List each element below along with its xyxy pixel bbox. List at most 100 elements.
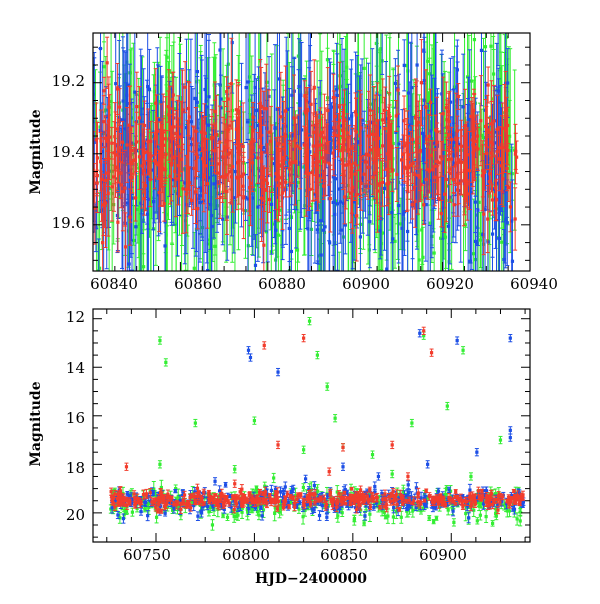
red-series-marker xyxy=(118,105,121,108)
green-series-marker xyxy=(233,271,236,274)
blue-series-marker xyxy=(462,105,465,108)
red-series-marker xyxy=(296,144,299,147)
green-series-marker xyxy=(318,27,321,30)
blue-series-marker xyxy=(290,94,293,97)
blue-series-marker xyxy=(328,241,331,244)
green-series-marker xyxy=(102,65,105,68)
green-series-marker xyxy=(165,305,168,308)
blue-series-marker xyxy=(270,203,273,206)
blue-series-marker xyxy=(416,63,419,66)
green-series-point xyxy=(362,16,366,122)
blue-series-marker xyxy=(429,300,432,303)
blue-series-marker xyxy=(122,99,125,102)
red-series-marker xyxy=(242,145,245,148)
green-series-marker xyxy=(338,74,341,77)
green-series-marker xyxy=(170,291,173,294)
top-panel: 60840 60860 60880 60900 60920 60940 19.2… xyxy=(28,0,558,389)
green-series-marker xyxy=(165,27,168,30)
blue-series-marker xyxy=(474,240,477,243)
red-series-marker xyxy=(486,217,489,220)
red-series-marker xyxy=(369,148,372,151)
red-series-marker xyxy=(313,86,316,89)
red-series-marker xyxy=(121,190,124,193)
red-series-marker xyxy=(143,124,146,127)
red-series-marker xyxy=(309,103,312,106)
blue-series-marker xyxy=(322,229,325,232)
blue-series-marker xyxy=(126,201,129,204)
blue-series-marker xyxy=(125,94,128,97)
blue-series-marker xyxy=(368,220,371,223)
blue-series-marker xyxy=(255,109,258,112)
blue-series-marker xyxy=(447,225,450,228)
red-series-marker xyxy=(123,187,126,190)
blue-series-marker xyxy=(397,142,400,145)
green-series-marker xyxy=(296,248,299,251)
blue-series-marker xyxy=(350,114,353,117)
blue-series-marker xyxy=(480,49,483,52)
green-series-marker xyxy=(142,265,145,268)
blue-series-marker xyxy=(309,291,312,294)
blue-series-point xyxy=(316,261,320,355)
green-series-marker xyxy=(489,45,492,48)
blue-series-marker xyxy=(328,125,331,128)
blue-series-marker xyxy=(469,260,472,263)
green-series-marker xyxy=(433,251,436,254)
blue-series-marker xyxy=(273,162,276,165)
red-series-marker xyxy=(256,156,259,159)
blue-series-marker xyxy=(247,80,250,83)
blue-series-marker xyxy=(359,235,362,238)
blue-series-marker xyxy=(319,219,322,222)
red-series-marker xyxy=(372,176,375,179)
blue-series-marker xyxy=(210,225,213,228)
blue-series-marker xyxy=(504,218,507,221)
blue-series-point xyxy=(230,0,234,93)
red-series-marker xyxy=(514,217,517,220)
blue-series-marker xyxy=(403,64,406,67)
blue-series-marker xyxy=(383,187,386,190)
blue-series-marker xyxy=(114,82,117,85)
blue-series-marker xyxy=(198,194,201,197)
blue-series-marker xyxy=(333,213,336,216)
blue-series-marker xyxy=(244,86,247,89)
blue-series-marker xyxy=(332,201,335,204)
red-series-point xyxy=(513,188,517,250)
blue-series-marker xyxy=(390,211,393,214)
red-series-marker xyxy=(135,105,138,108)
blue-series-marker xyxy=(394,82,397,85)
green-series-marker xyxy=(484,45,487,48)
green-series-marker xyxy=(279,299,282,302)
green-series-marker xyxy=(318,271,321,274)
red-series-marker xyxy=(102,89,105,92)
blue-series-marker xyxy=(196,70,199,73)
blue-series-marker xyxy=(299,93,302,96)
green-series-marker xyxy=(193,267,196,270)
green-series-marker xyxy=(213,245,216,248)
blue-series-marker xyxy=(307,143,310,146)
blue-series-marker xyxy=(397,204,400,207)
blue-series-point xyxy=(309,210,313,375)
red-series-marker xyxy=(487,83,490,86)
green-series-marker xyxy=(406,277,409,280)
blue-series-marker xyxy=(147,198,150,201)
red-series-marker xyxy=(476,147,479,150)
green-series-marker xyxy=(473,38,476,41)
red-series-marker xyxy=(143,197,146,200)
blue-series-marker xyxy=(497,90,500,93)
green-series-marker xyxy=(470,79,473,82)
blue-series-point xyxy=(479,0,483,106)
blue-series-point xyxy=(218,15,222,85)
blue-series-marker xyxy=(148,88,151,91)
blue-series-marker xyxy=(198,148,201,151)
green-series-marker xyxy=(368,248,371,251)
green-series-marker xyxy=(511,172,514,175)
red-series-marker xyxy=(121,141,124,144)
blue-series-marker xyxy=(290,250,293,253)
red-series-marker xyxy=(482,212,485,215)
blue-series-point xyxy=(289,183,293,321)
red-series-marker xyxy=(171,98,174,101)
green-series-marker xyxy=(186,304,189,307)
blue-series-marker xyxy=(323,225,326,228)
top-panel-data xyxy=(91,0,518,389)
